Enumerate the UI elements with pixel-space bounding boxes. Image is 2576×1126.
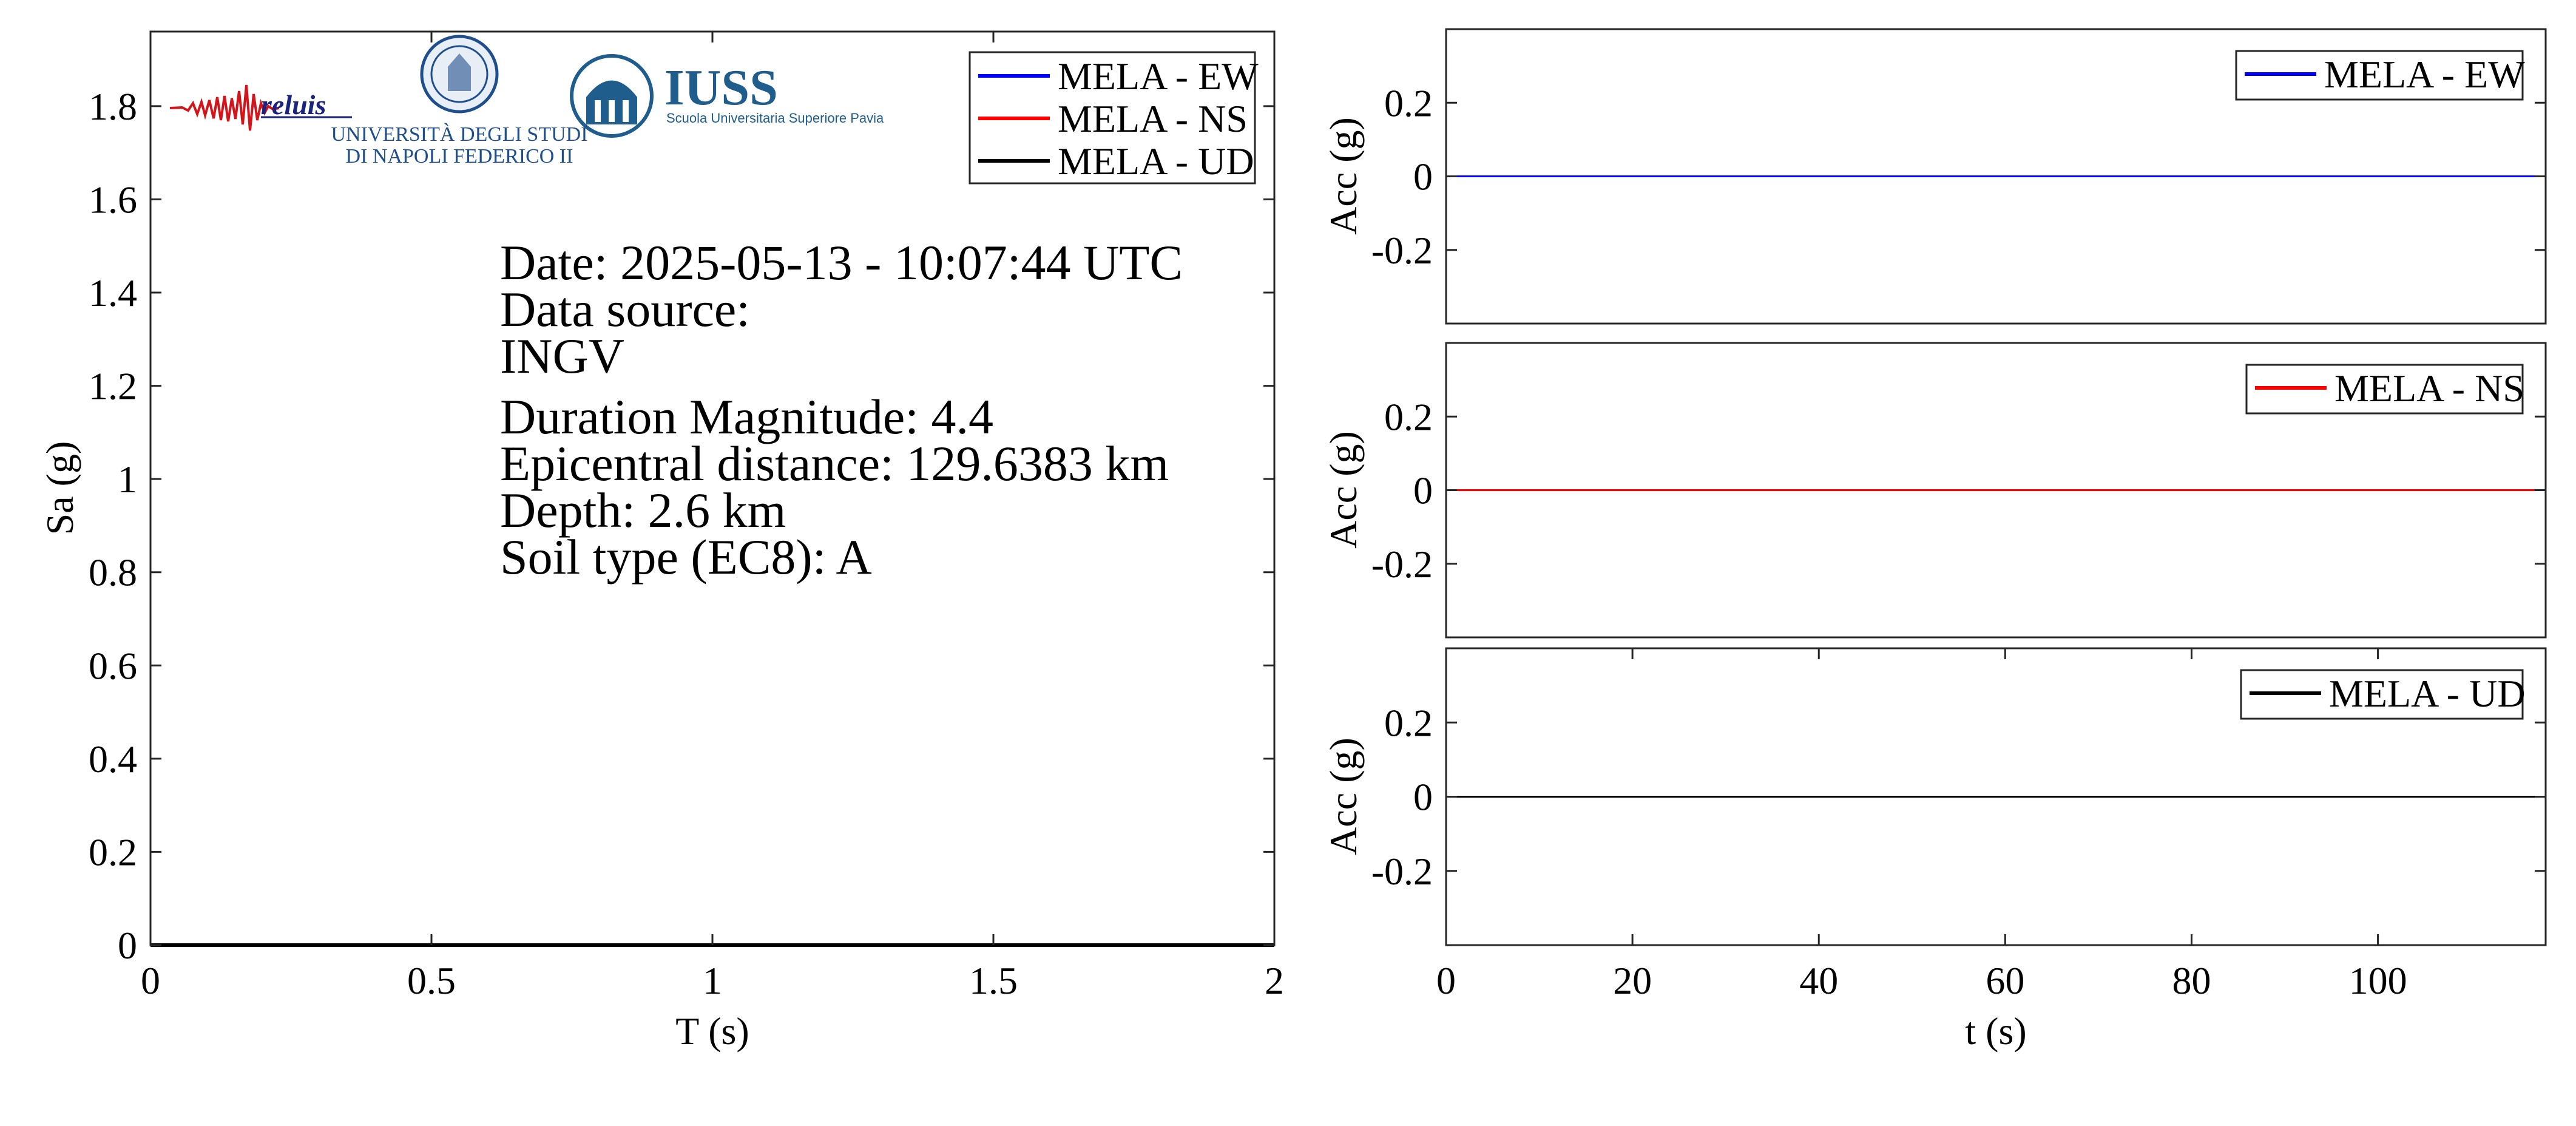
acc-ud-xtick-label: 40: [1799, 959, 1838, 1002]
depth: Depth: 2.6 km: [500, 483, 786, 538]
acc-ew-ytick-label: -0.2: [1371, 229, 1433, 272]
spectrum-ytick-label: 0.8: [89, 551, 137, 594]
spectrum-ytick-label: 0.6: [89, 644, 137, 687]
unina-logo-line2: DI NAPOLI FEDERICO II: [346, 145, 573, 168]
spectrum-xtick-label: 1.5: [969, 959, 1018, 1002]
event-date: Date: 2025-05-13 - 10:07:44 UTC: [500, 235, 1183, 290]
acc-ew-legend: MELA - EW: [2235, 50, 2525, 101]
data-source: INGV: [500, 328, 624, 384]
acc-ud-plot: -0.2 0 0.2 0 20 40 60 80 100 Acc (g) t (s) MELA …: [1322, 647, 2547, 1053]
reluis-logo: reluis: [169, 84, 352, 131]
spectrum-ytick-label: 1.2: [89, 365, 137, 408]
acc-ns-plot: -0.2 0 0.2 Acc (g) MELA - NS: [1322, 342, 2547, 639]
acc-ud-xtick-label: 0: [1436, 959, 1456, 1002]
acc-ns-ytick-label: 0: [1413, 469, 1433, 512]
spectrum-xtick-label: 0: [141, 959, 160, 1002]
acc-ud-x-axis-label: t (s): [1965, 1009, 2026, 1053]
spectrum-ticks-group: 0 0.2 0.4 0.6 0.8 1 1.2 1.4 1.6 1.8 0 0.5 1 1.5 2: [89, 32, 1284, 1002]
data-source-label: Data source:: [500, 282, 750, 337]
acc-ns-legend: MELA - NS: [2245, 364, 2524, 415]
acc-ns-legend-label: MELA - NS: [2334, 367, 2524, 410]
spectrum-y-axis-label: Sa (g): [38, 441, 81, 535]
spectrum-ytick-label: 0: [118, 924, 137, 967]
legend-label-ns: MELA - NS: [1058, 97, 1248, 140]
acc-ud-legend-label: MELA - UD: [2329, 672, 2526, 715]
spectrum-xtick-label: 2: [1265, 959, 1284, 1002]
acc-ns-ytick-label: -0.2: [1371, 543, 1433, 586]
iuss-logo-subtitle: Scuola Universitaria Superiore Pavia: [666, 110, 884, 126]
epicentral-distance: Epicentral distance: 129.6383 km: [500, 436, 1169, 491]
legend-label-ud: MELA - UD: [1058, 140, 1254, 183]
acc-ew-ticks-group: -0.2 0 0.2: [1371, 81, 2546, 272]
acc-ud-xtick-label: 20: [1613, 959, 1652, 1002]
spectrum-ytick-label: 1.6: [89, 178, 137, 221]
spectrum-x-axis-label: T (s): [675, 1009, 749, 1053]
spectrum-ytick-label: 0.4: [89, 738, 137, 781]
soil-type: Soil type (EC8): A: [500, 529, 872, 585]
spectrum-plot: 0 0.2 0.4 0.6 0.8 1 1.2 1.4 1.6 1.8 0 0.5 1 1.5 2 T (s…: [38, 30, 1284, 1053]
acc-ew-plot: -0.2 0 0.2 Acc (g) MELA - EW: [1322, 28, 2547, 325]
reluis-logo-text: reluis: [261, 89, 326, 120]
spectrum-xtick-label: 1: [703, 959, 722, 1002]
iuss-logo-title: IUSS: [664, 59, 778, 116]
acc-ns-ytick-label: 0.2: [1384, 395, 1433, 438]
spectrum-ytick-label: 1.8: [89, 85, 137, 128]
acc-ud-xtick-label: 80: [2172, 959, 2211, 1002]
unina-logo-line1: UNIVERSITÀ DEGLI STUDI: [331, 123, 587, 146]
acc-ns-y-axis-label: Acc (g): [1322, 431, 1365, 549]
acc-ud-ytick-label: 0: [1413, 776, 1433, 819]
acc-ud-legend: MELA - UD: [2240, 669, 2526, 720]
iuss-logo: IUSS Scuola Universitaria Superiore Pavi…: [570, 54, 884, 138]
acc-ew-ytick-label: 0: [1413, 155, 1433, 198]
acc-ud-ticks-group: -0.2 0 0.2 0 20 40 60 80 100: [1371, 648, 2546, 1002]
reluis-seismogram-icon: [169, 84, 280, 131]
legend-label-ew: MELA - EW: [1058, 55, 1259, 98]
acc-ud-ytick-label: -0.2: [1371, 850, 1433, 893]
duration-magnitude: Duration Magnitude: 4.4: [500, 389, 993, 444]
acc-ew-y-axis-label: Acc (g): [1322, 117, 1365, 235]
acc-ud-xtick-label: 100: [2349, 959, 2407, 1002]
spectrum-ytick-label: 0.2: [89, 830, 137, 873]
acc-ew-legend-label: MELA - EW: [2324, 53, 2525, 96]
event-info: Date: 2025-05-13 - 10:07:44 UTC Data sou…: [500, 235, 1183, 585]
acc-ud-xtick-label: 60: [1986, 959, 2024, 1002]
spectrum-legend: MELA - EW MELA - NS MELA - UD: [969, 51, 1259, 185]
unina-logo: UNIVERSITÀ DEGLI STUDI DI NAPOLI FEDERIC…: [331, 35, 588, 168]
acc-ns-ticks-group: -0.2 0 0.2: [1371, 395, 2546, 586]
acc-ud-y-axis-label: Acc (g): [1322, 738, 1365, 855]
acc-ud-ytick-label: 0.2: [1384, 701, 1433, 744]
spectrum-ytick-label: 1: [118, 458, 137, 501]
spectrum-ytick-label: 1.4: [89, 271, 137, 314]
iuss-emblem-icon: [570, 54, 654, 138]
spectrum-xtick-label: 0.5: [407, 959, 456, 1002]
acc-ew-ytick-label: 0.2: [1384, 81, 1433, 124]
